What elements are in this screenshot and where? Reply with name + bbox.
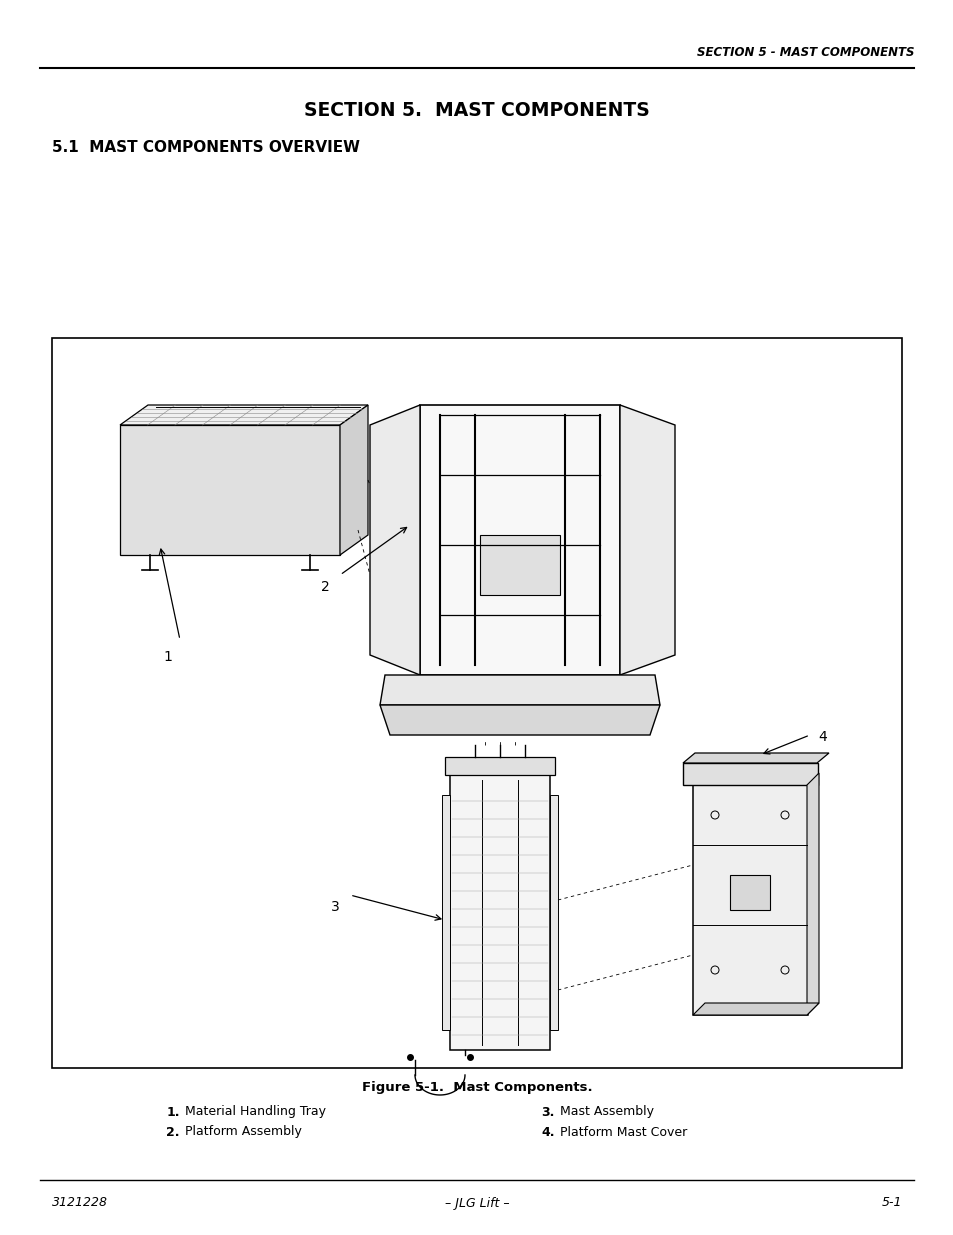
Polygon shape xyxy=(370,405,419,676)
Text: Platform Assembly: Platform Assembly xyxy=(185,1125,301,1139)
Bar xyxy=(729,876,769,910)
Text: 5.1  MAST COMPONENTS OVERVIEW: 5.1 MAST COMPONENTS OVERVIEW xyxy=(52,141,359,156)
Bar xyxy=(52,338,901,1068)
Text: Platform Mast Cover: Platform Mast Cover xyxy=(559,1125,686,1139)
Text: 1.: 1. xyxy=(167,1105,180,1119)
Polygon shape xyxy=(619,405,675,676)
Bar xyxy=(419,405,619,676)
Text: 3.: 3. xyxy=(541,1105,555,1119)
Text: SECTION 5 - MAST COMPONENTS: SECTION 5 - MAST COMPONENTS xyxy=(697,46,914,58)
Bar xyxy=(479,535,559,595)
Text: SECTION 5.  MAST COMPONENTS: SECTION 5. MAST COMPONENTS xyxy=(304,100,649,120)
Text: Mast Assembly: Mast Assembly xyxy=(559,1105,654,1119)
Bar xyxy=(682,763,817,785)
Text: 5-1: 5-1 xyxy=(881,1197,901,1209)
Text: Figure 5-1.  Mast Components.: Figure 5-1. Mast Components. xyxy=(361,1081,592,1093)
Bar xyxy=(450,776,550,1050)
Text: 4.: 4. xyxy=(541,1125,555,1139)
Text: Material Handling Tray: Material Handling Tray xyxy=(185,1105,326,1119)
Polygon shape xyxy=(120,405,368,425)
Polygon shape xyxy=(120,425,339,555)
Text: 3: 3 xyxy=(331,900,339,914)
Text: 4: 4 xyxy=(817,730,826,743)
Bar xyxy=(692,785,807,1015)
Polygon shape xyxy=(379,705,659,735)
Text: – JLG Lift –: – JLG Lift – xyxy=(444,1197,509,1209)
Text: 2.: 2. xyxy=(167,1125,180,1139)
Bar xyxy=(550,795,558,1030)
Polygon shape xyxy=(339,405,368,555)
Bar xyxy=(441,795,450,1030)
Bar xyxy=(444,757,555,776)
Polygon shape xyxy=(682,753,828,763)
Text: 1: 1 xyxy=(163,650,172,664)
Text: 3121228: 3121228 xyxy=(52,1197,108,1209)
Polygon shape xyxy=(806,773,818,1015)
Polygon shape xyxy=(379,676,659,705)
Polygon shape xyxy=(692,1003,818,1015)
Text: 2: 2 xyxy=(321,580,330,594)
